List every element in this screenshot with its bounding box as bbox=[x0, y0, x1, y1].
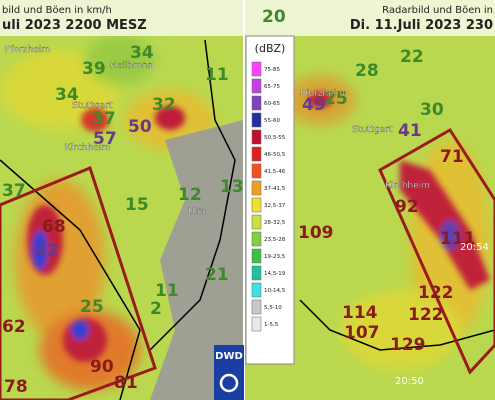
legend-label: 14,5-19 bbox=[264, 271, 286, 277]
gust-value: 21 bbox=[205, 265, 229, 285]
gust-value: 15 bbox=[125, 195, 149, 215]
legend-label: 65-75 bbox=[264, 84, 280, 90]
gust-value: 68 bbox=[42, 217, 66, 237]
place-name: Stuttgart bbox=[352, 125, 393, 135]
gust-value: 109 bbox=[298, 223, 334, 243]
gust-value: 114 bbox=[342, 303, 378, 323]
legend-label: 75-85 bbox=[264, 67, 280, 73]
header-line: Radarbild und Böen in bbox=[382, 5, 493, 16]
gust-value: 122 bbox=[418, 283, 454, 303]
legend-swatch bbox=[251, 282, 262, 298]
gust-value: 11 bbox=[155, 281, 179, 301]
header-line: uli 2023 2200 MESZ bbox=[2, 18, 147, 33]
legend-label: 60-65 bbox=[264, 101, 280, 107]
legend-label: 41,5-46 bbox=[264, 169, 286, 175]
gust-value: 71 bbox=[440, 147, 464, 167]
gust-value: 42 bbox=[35, 241, 59, 261]
gust-value: 13 bbox=[220, 177, 244, 197]
gust-value: 39 bbox=[82, 59, 106, 79]
header-line: Di. 11.Juli 2023 230 bbox=[350, 18, 493, 33]
gust-value: 32 bbox=[152, 95, 176, 115]
gust-value: 2 bbox=[150, 299, 162, 319]
gust-value: 11 bbox=[205, 65, 229, 85]
gust-value: 34 bbox=[55, 85, 79, 105]
legend-label: 28-32,5 bbox=[264, 220, 286, 226]
gust-value: 28 bbox=[355, 61, 379, 81]
legend-label: 1-5,5 bbox=[264, 322, 279, 328]
gust-value: 37 bbox=[92, 109, 116, 129]
gust-value: 37 bbox=[2, 181, 26, 201]
place-name: Ulm bbox=[188, 207, 206, 217]
gust-value: 25 bbox=[324, 89, 348, 109]
legend-label: 10-14,5 bbox=[264, 288, 286, 294]
place-name: Kirchheim bbox=[385, 181, 430, 191]
left-map bbox=[0, 0, 243, 400]
gust-value: 22 bbox=[400, 47, 424, 67]
place-name: Pforzheim bbox=[5, 45, 50, 55]
place-name: Heilbronn bbox=[110, 61, 153, 71]
gust-value: 107 bbox=[344, 323, 380, 343]
legend-swatch bbox=[251, 316, 262, 332]
time-stamp: 20:54 bbox=[460, 242, 489, 253]
gust-value: 111 bbox=[440, 229, 476, 249]
gust-value: 30 bbox=[420, 100, 444, 120]
legend-label: 32,5-37 bbox=[264, 203, 286, 209]
gust-value: 49 bbox=[302, 95, 326, 115]
legend-swatch bbox=[251, 214, 262, 230]
gust-value: 25 bbox=[80, 297, 104, 317]
gust-value: 81 bbox=[114, 373, 138, 393]
gust-value: 34 bbox=[130, 43, 154, 63]
legend-label: 37-41,5 bbox=[264, 186, 286, 192]
gust-value: 90 bbox=[90, 357, 114, 377]
gust-value: 57 bbox=[93, 129, 117, 149]
gust-value: 12 bbox=[178, 185, 202, 205]
legend-swatch bbox=[251, 197, 262, 213]
legend-swatch bbox=[251, 231, 262, 247]
logo-text: DWD bbox=[215, 351, 243, 362]
legend-label: 19-23,5 bbox=[264, 254, 286, 260]
gust-value: 78 bbox=[4, 377, 28, 397]
gust-value: 62 bbox=[2, 317, 26, 337]
gust-value: 92 bbox=[395, 197, 419, 217]
legend-swatch bbox=[251, 163, 262, 179]
legend-swatch bbox=[251, 112, 262, 128]
legend-swatch bbox=[251, 61, 262, 77]
legend-label: 5,5-10 bbox=[264, 305, 282, 311]
gust-value: 20 bbox=[262, 7, 286, 27]
legend-swatch bbox=[251, 248, 262, 264]
legend-label: 46-50,5 bbox=[264, 152, 286, 158]
legend-swatch bbox=[251, 129, 262, 145]
legend-swatch bbox=[251, 95, 262, 111]
header-line: bild und Böen in km/h bbox=[2, 5, 112, 16]
legend-swatch bbox=[251, 180, 262, 196]
legend-label: 23,5-28 bbox=[264, 237, 286, 243]
legend-swatch bbox=[251, 146, 262, 162]
legend-label: 55-60 bbox=[264, 118, 280, 124]
legend-title: (dBZ) bbox=[255, 42, 286, 55]
gust-value: 50 bbox=[128, 117, 152, 137]
gust-value: 41 bbox=[398, 121, 422, 141]
gust-value: 129 bbox=[390, 335, 426, 355]
time-stamp: 20:50 bbox=[395, 376, 424, 387]
place-name: Kirchheim bbox=[65, 143, 110, 153]
legend-label: 50,5-55 bbox=[264, 135, 286, 141]
place-name: Pforzheim bbox=[300, 89, 345, 99]
place-name: Stuttgart bbox=[72, 101, 113, 111]
legend-swatch bbox=[251, 78, 262, 94]
legend-swatch bbox=[251, 265, 262, 281]
legend-swatch bbox=[251, 299, 262, 315]
gust-value: 122 bbox=[408, 305, 444, 325]
